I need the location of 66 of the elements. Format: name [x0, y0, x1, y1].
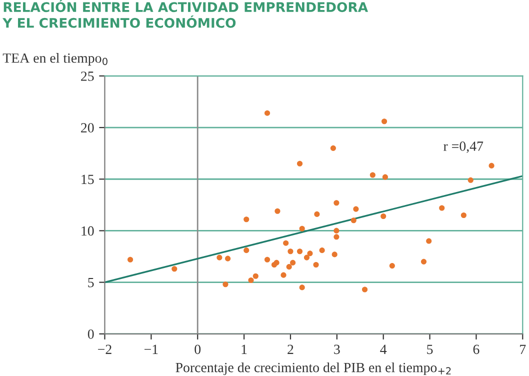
point [296, 248, 303, 254]
point [420, 258, 427, 264]
y-tick-label: 20 [81, 123, 94, 132]
point [290, 260, 296, 266]
point [313, 262, 319, 268]
point [299, 284, 305, 290]
y-tick-label: 25 [81, 72, 94, 81]
x-tick-label: 3 [334, 344, 340, 354]
point [252, 273, 258, 279]
x-tick-label: 2 [288, 344, 294, 354]
point [332, 252, 338, 258]
point [319, 248, 325, 254]
point [468, 177, 474, 183]
chart-title: RELACIÓN ENTRE LA ACTIVIDAD EMPRENDEDORA Y EL CRECIMIENTO ECONÓMICO [2, 0, 368, 28]
point [288, 248, 294, 254]
point [225, 256, 231, 262]
x-tick-label: −2 [98, 344, 112, 354]
point [244, 248, 250, 254]
point [334, 228, 340, 234]
point [274, 260, 280, 266]
point [334, 234, 340, 240]
point [488, 162, 494, 168]
y-tick-label: 5 [88, 278, 94, 288]
x-axis-title: Porcentaje de crecimiento del PIB en el tiempo$_{+2}$ [176, 362, 451, 376]
point [283, 240, 289, 246]
point [296, 160, 303, 166]
y-axis-title: TEA en el tiempo$_{0}$ [2, 53, 108, 66]
point [216, 254, 222, 260]
point [274, 208, 280, 214]
point [334, 200, 340, 206]
point [222, 282, 228, 288]
y-tick-label: 10 [82, 226, 94, 236]
point [389, 263, 395, 269]
point [244, 216, 250, 222]
point [314, 211, 320, 217]
point [172, 266, 178, 272]
point [370, 172, 376, 178]
point [362, 286, 368, 292]
point [330, 145, 336, 151]
x-tick-label: 6 [473, 344, 480, 354]
x-tick-label: 1 [242, 344, 247, 354]
point [280, 272, 286, 278]
point [304, 254, 310, 260]
point [307, 250, 313, 256]
x-tick-label: 0 [194, 344, 201, 354]
point [382, 174, 388, 180]
point [382, 118, 388, 124]
x-tick-label: −1 [144, 344, 158, 354]
point [353, 206, 359, 212]
point [264, 110, 270, 116]
x-tick-label: 7 [520, 344, 526, 354]
x-tick-label: 4 [380, 344, 387, 354]
annotation: r =0,47 [444, 142, 484, 153]
point [299, 226, 305, 232]
point [380, 213, 386, 220]
point [439, 205, 445, 211]
x-tick-label: 5 [427, 344, 433, 354]
point [264, 256, 270, 262]
point [350, 218, 356, 224]
y-tick-label: 15 [82, 174, 94, 184]
point [460, 212, 466, 218]
point [128, 256, 134, 262]
point [248, 277, 254, 284]
y-tick-label: 0 [88, 329, 94, 339]
point [426, 238, 432, 244]
point [286, 264, 292, 270]
